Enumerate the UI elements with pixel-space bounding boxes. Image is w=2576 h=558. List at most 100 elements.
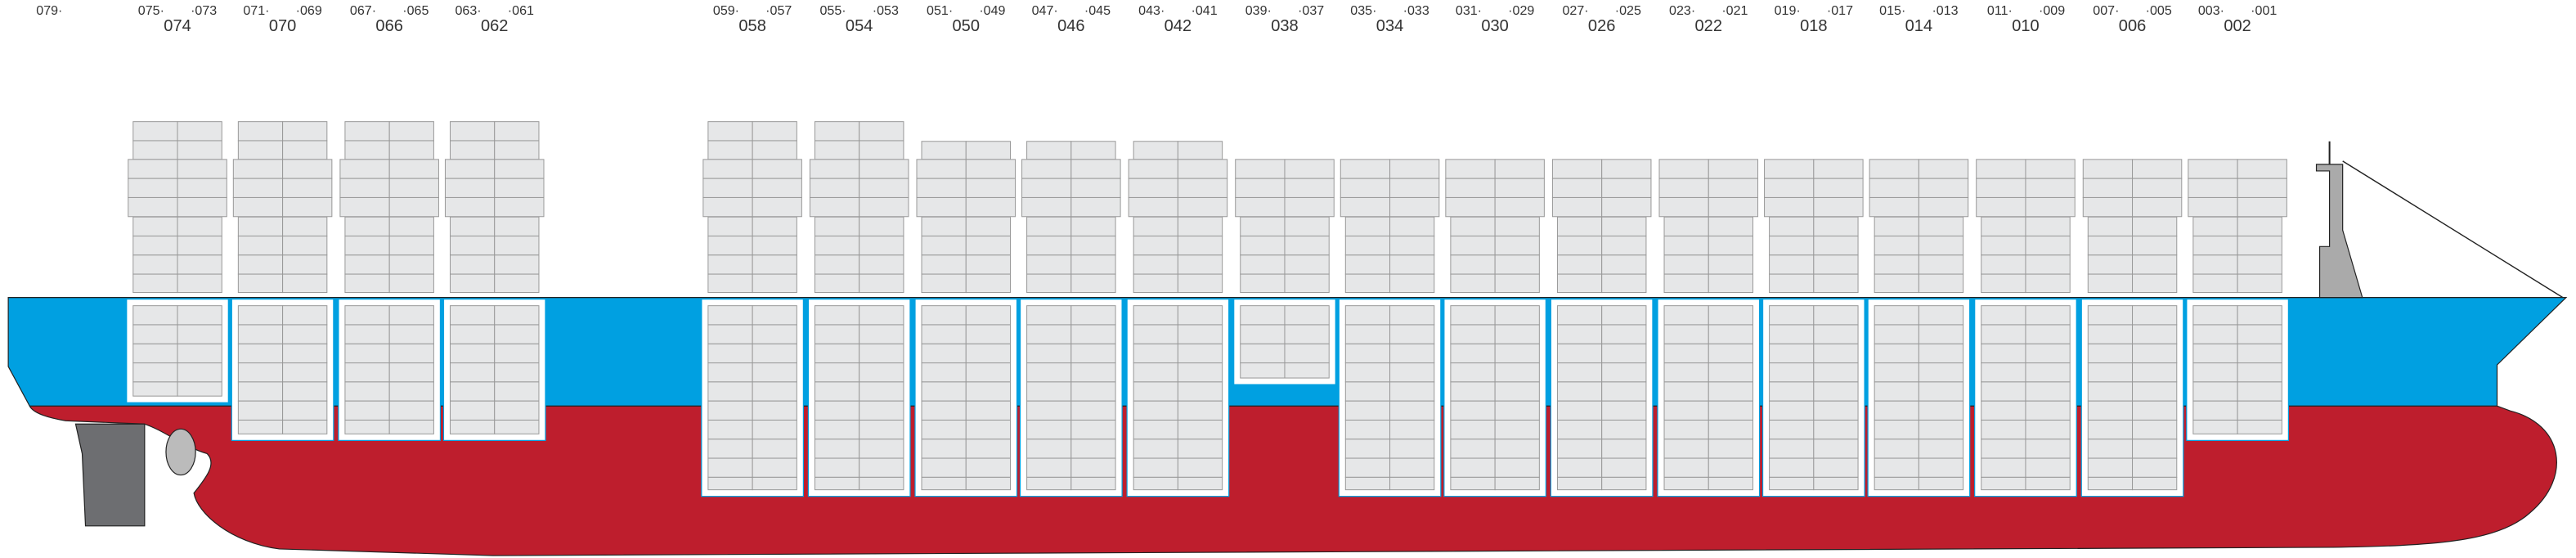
container	[2087, 235, 2134, 256]
container	[388, 216, 434, 236]
container	[2192, 273, 2238, 294]
container	[859, 324, 904, 344]
container	[859, 159, 909, 179]
bay-number: 038	[1271, 17, 1299, 35]
container	[388, 381, 434, 402]
container	[282, 121, 328, 142]
container	[1344, 362, 1391, 383]
container	[2192, 254, 2238, 275]
container	[1026, 235, 1072, 256]
container	[1708, 324, 1754, 344]
container	[2025, 343, 2071, 364]
rudder	[74, 423, 146, 527]
container	[707, 235, 753, 256]
container	[282, 362, 328, 383]
bay-odd-label: ·049	[979, 3, 1005, 18]
bay-number: 046	[1057, 17, 1085, 35]
container	[344, 216, 390, 236]
bay-number: 026	[1588, 17, 1616, 35]
container	[1556, 362, 1603, 383]
container	[1769, 457, 1815, 478]
container	[1128, 159, 1178, 179]
container	[1389, 457, 1435, 478]
container	[1813, 178, 1864, 198]
container	[1389, 159, 1440, 179]
container	[344, 419, 390, 434]
container	[814, 140, 860, 160]
bay-odd-label: 003·	[2198, 3, 2224, 18]
container	[859, 476, 904, 491]
container	[965, 305, 1012, 326]
container	[2025, 476, 2071, 491]
container	[1133, 141, 1178, 160]
container	[752, 381, 797, 402]
container	[1389, 419, 1435, 440]
container	[388, 121, 434, 142]
container	[1601, 400, 1647, 421]
container	[388, 140, 434, 160]
container	[2132, 362, 2178, 383]
container	[1389, 178, 1440, 198]
container	[2082, 178, 2134, 198]
container	[237, 140, 284, 160]
container	[921, 273, 967, 294]
container	[237, 381, 284, 402]
container	[344, 305, 390, 326]
container	[344, 400, 390, 421]
container	[1981, 273, 2026, 294]
container	[2237, 343, 2282, 364]
container	[707, 216, 753, 236]
container	[921, 324, 967, 344]
container	[1601, 419, 1647, 440]
container	[1133, 324, 1178, 344]
container	[339, 196, 390, 218]
container	[2237, 305, 2282, 326]
container	[1663, 254, 1709, 275]
bay-odd-label: 043·	[1138, 3, 1165, 18]
container	[921, 254, 967, 275]
container	[2132, 254, 2178, 275]
container	[1450, 216, 1496, 236]
container	[1769, 343, 1815, 364]
container	[388, 419, 434, 434]
container	[2082, 196, 2134, 218]
container	[1708, 457, 1754, 478]
container	[232, 159, 284, 179]
bay-odd-label: 035·	[1350, 3, 1376, 18]
container	[707, 439, 753, 459]
container	[1284, 159, 1335, 179]
container	[1026, 400, 1072, 421]
container	[1026, 305, 1072, 326]
container	[1177, 324, 1223, 344]
container	[388, 362, 434, 383]
container	[1340, 196, 1391, 218]
container	[965, 457, 1012, 478]
container	[1133, 457, 1178, 478]
container	[2237, 254, 2282, 275]
container	[1133, 235, 1178, 256]
container	[702, 196, 753, 218]
container	[449, 343, 496, 364]
container	[444, 178, 496, 198]
bay-odd-label: 019·	[1775, 3, 1801, 18]
container	[1344, 343, 1391, 364]
cargo	[126, 121, 2289, 497]
container	[1976, 178, 2026, 198]
bay-odd-label: 051·	[927, 3, 953, 18]
container	[1026, 324, 1072, 344]
container	[449, 273, 496, 294]
container	[2237, 419, 2282, 434]
container	[752, 439, 797, 459]
container	[707, 273, 753, 294]
bay-number: 058	[738, 17, 766, 35]
container	[921, 362, 967, 383]
container	[1981, 305, 2026, 326]
container	[2188, 159, 2238, 179]
container	[965, 419, 1012, 440]
container	[2132, 159, 2183, 179]
container	[965, 439, 1012, 459]
container	[1133, 439, 1178, 459]
container	[1240, 235, 1286, 256]
container	[1874, 457, 1919, 478]
container	[1601, 476, 1647, 491]
